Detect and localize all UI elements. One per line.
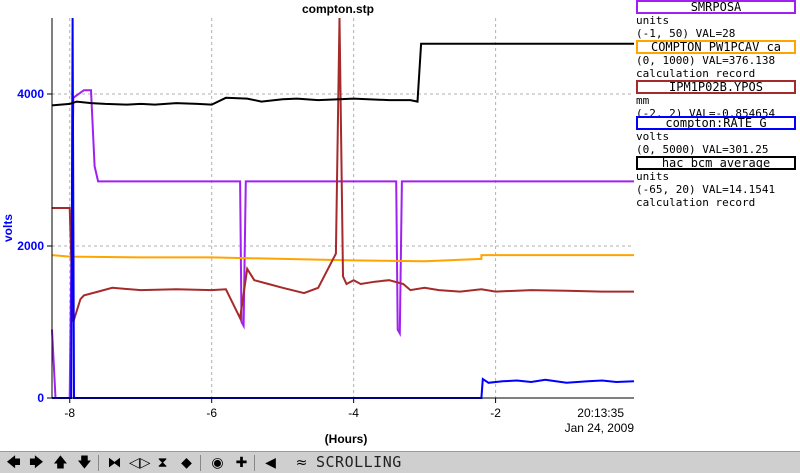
scroll-back-icon: ◀ [265,455,276,471]
pan-left-button[interactable]: 🡄 [4,454,23,472]
zoom-in-x-icon: ⧓ [107,455,122,471]
legend-name: hac_bcm_average [636,156,796,170]
autoscale-button[interactable]: ≈ [292,454,311,472]
zoom-center-icon: ✚ [235,455,248,471]
y-tick-label-0: 0 [37,391,44,405]
pan-up-button[interactable]: 🡅 [51,454,70,472]
legend-detail-2: (0, 1000) VAL=376.138 [636,54,776,67]
toolbar-separator [98,455,99,471]
zoom-in-y-button[interactable]: ⧗ [153,454,172,472]
legend-detail-1: volts [636,130,670,143]
zoom-out-x-icon: ◁▷ [129,455,151,471]
x-tick-label-1: -6 [206,406,217,420]
legend-name: SMRPOSA [636,0,796,14]
date-label: Jan 24, 2009 [565,421,635,435]
toolbar-separator [254,455,255,471]
toolbar: SCROLLING 🡄🡆🡅🡇⧓◁▷⧗◆◉✚◀≈◧ [0,451,800,473]
legend-name: compton:RATE_G [636,116,796,130]
arrow-right-icon: 🡆 [29,455,44,471]
legend-detail-2: (-65, 20) VAL=14.1541 [636,183,776,196]
y-tick-label-1: 2000 [17,239,44,253]
zoom-box-button[interactable]: ◉ [208,454,227,472]
legend-entry[interactable]: hac_bcm_average units (-65, 20) VAL=14.154… [636,156,800,209]
plot-area[interactable]: 0 2000 4000 -8 -6 -4 -2 compton.stp volts (Hou… [0,0,636,451]
y-axis-label: volts [1,214,15,242]
legend-detail-3: calculation record [636,196,756,209]
x-tick-label-3: -2 [490,406,501,420]
legend-detail-3: calculation record [636,67,756,80]
series-layer [51,17,635,399]
scroll-back-button[interactable]: ◀ [261,454,280,472]
zoom-out-y-icon: ◆ [181,455,192,471]
scroll-status: SCROLLING [316,453,402,471]
arrow-left-icon: 🡄 [6,455,21,471]
series-line-IPM1P02B.YPOS [52,17,634,323]
arrow-down-icon: 🡇 [77,455,92,471]
legend-name: IPM1P02B.YPOS [636,80,796,94]
legend-name: COMPTON_PW1PCAV_ca [636,40,796,54]
legend-entry[interactable]: IPM1P02B.YPOS mm (-2, 2) VAL=-0.854654 [636,80,800,120]
zoom-center-button[interactable]: ✚ [232,454,251,472]
legend-entry[interactable]: COMPTON_PW1PCAV_ca (0, 1000) VAL=376.138 c… [636,40,800,80]
toolbar-separator [200,455,201,471]
legend-detail-1: mm [636,94,650,107]
zoom-box-icon: ◉ [211,455,224,471]
legend-detail-2: (-1, 50) VAL=28 [636,27,736,40]
zoom-in-y-icon: ⧗ [157,455,168,471]
autoscale-icon: ≈ [295,455,308,471]
axes: 0 2000 4000 -8 -6 -4 -2 [17,18,634,420]
zoom-out-y-button[interactable]: ◆ [177,454,196,472]
pan-down-button[interactable]: 🡇 [75,454,94,472]
pan-right-button[interactable]: 🡆 [27,454,46,472]
legend-detail-2: (0, 5000) VAL=301.25 [636,143,769,156]
legend-detail-1: units [636,170,670,183]
x-tick-label-2: -4 [348,406,359,420]
time-label: 20:13:35 [577,406,624,420]
series-line-hac_bcm_average [51,42,634,107]
legend-detail-1: units [636,14,670,27]
chart-title: compton.stp [302,2,374,16]
series-line-SMRPOSA [51,89,634,399]
x-axis-label: (Hours) [325,432,368,446]
x-tick-label-0: -8 [64,406,75,420]
series-line-COMPTON_PW1PCAV_ca [51,254,634,263]
zoom-out-x-button[interactable]: ◁▷ [129,454,151,472]
arrow-up-icon: 🡅 [53,455,68,471]
y-tick-label-2: 4000 [17,87,44,101]
zoom-in-x-button[interactable]: ⧓ [105,454,124,472]
